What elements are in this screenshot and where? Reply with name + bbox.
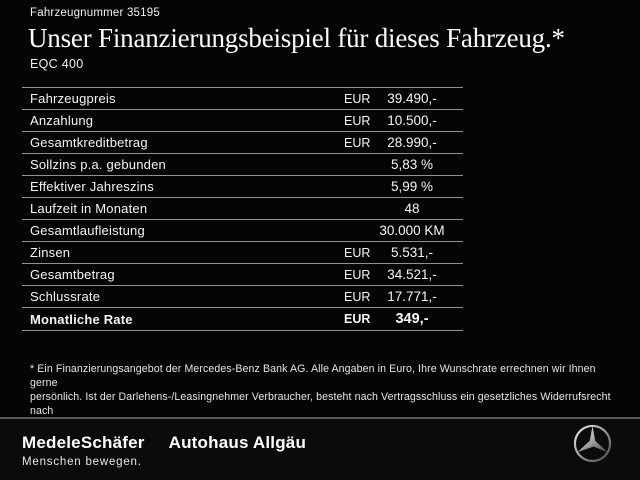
row-value: 48 bbox=[404, 201, 420, 216]
row-label: Laufzeit in Monaten bbox=[30, 201, 148, 216]
row-label: Schlussrate bbox=[30, 289, 101, 304]
dealer-logos: MedeleSchäfer Autohaus Allgäu bbox=[22, 433, 306, 453]
row-label: Gesamtbetrag bbox=[30, 267, 115, 282]
row-value: 39.490,- bbox=[387, 91, 437, 106]
table-row: Monatliche Rate EUR 349,- bbox=[22, 308, 463, 331]
row-label: Effektiver Jahreszins bbox=[30, 179, 154, 194]
mercedes-benz-star-icon bbox=[573, 424, 612, 463]
dealer-block: MedeleSchäfer Autohaus Allgäu Menschen b… bbox=[22, 433, 306, 468]
row-value: 34.521,- bbox=[387, 267, 437, 282]
dealer-branch-logo: Autohaus Allgäu bbox=[168, 433, 307, 452]
row-currency: EUR bbox=[344, 113, 371, 128]
footer: MedeleSchäfer Autohaus Allgäu Menschen b… bbox=[0, 417, 640, 480]
table-row: Schlussrate EUR 17.771,- bbox=[22, 286, 463, 308]
table-row: Sollzins p.a. gebunden 5,83 % bbox=[22, 154, 463, 176]
finance-table: Fahrzeugpreis EUR 39.490,- Anzahlung EUR… bbox=[22, 87, 463, 331]
table-row: Gesamtlaufleistung 30.000 KM bbox=[22, 220, 463, 242]
header: Fahrzeugnummer 35195 Unser Finanzierungs… bbox=[28, 7, 630, 71]
row-value: 5.531,- bbox=[390, 245, 434, 260]
vehicle-number: Fahrzeugnummer 35195 bbox=[30, 7, 160, 19]
row-value: 30.000 KM bbox=[379, 223, 445, 238]
row-currency: EUR bbox=[344, 91, 371, 106]
row-currency: EUR bbox=[344, 267, 371, 282]
row-label: Gesamtlaufleistung bbox=[30, 223, 145, 238]
table-row: Gesamtbetrag EUR 34.521,- bbox=[22, 264, 463, 286]
dealer-tagline: Menschen bewegen. bbox=[22, 456, 142, 468]
row-label: Monatliche Rate bbox=[30, 311, 133, 327]
row-value: 5,99 % bbox=[390, 179, 434, 194]
row-label: Gesamtkreditbetrag bbox=[30, 135, 148, 150]
table-row: Laufzeit in Monaten 48 bbox=[22, 198, 463, 220]
disclaimer-line: persönlich. Ist der Darlehens-/Leasingne… bbox=[30, 391, 611, 417]
page-title: Unser Finanzierungsbeispiel für dieses F… bbox=[28, 23, 565, 53]
row-value: 28.990,- bbox=[387, 135, 437, 150]
table-row: Zinsen EUR 5.531,- bbox=[22, 242, 463, 264]
model-name: EQC 400 bbox=[30, 57, 84, 71]
row-currency: EUR bbox=[344, 135, 371, 150]
row-value: 10.500,- bbox=[387, 113, 437, 128]
row-currency: EUR bbox=[344, 289, 371, 304]
row-value: 17.771,- bbox=[387, 289, 437, 304]
table-row: Anzahlung EUR 10.500,- bbox=[22, 110, 463, 132]
table-row: Fahrzeugpreis EUR 39.490,- bbox=[22, 88, 463, 110]
row-value: 349,- bbox=[395, 311, 429, 327]
row-currency: EUR bbox=[344, 312, 371, 326]
table-row: Gesamtkreditbetrag EUR 28.990,- bbox=[22, 132, 463, 154]
table-row: Effektiver Jahreszins 5,99 % bbox=[22, 176, 463, 198]
row-label: Zinsen bbox=[30, 245, 71, 260]
row-label: Fahrzeugpreis bbox=[30, 91, 116, 106]
dealer-logo: MedeleSchäfer bbox=[22, 433, 145, 452]
row-label: Anzahlung bbox=[30, 113, 94, 128]
row-currency: EUR bbox=[344, 245, 371, 260]
row-value: 5,83 % bbox=[390, 157, 434, 172]
disclaimer-line: * Ein Finanzierungsangebot der Mercedes-… bbox=[30, 363, 596, 389]
row-label: Sollzins p.a. gebunden bbox=[30, 157, 166, 172]
